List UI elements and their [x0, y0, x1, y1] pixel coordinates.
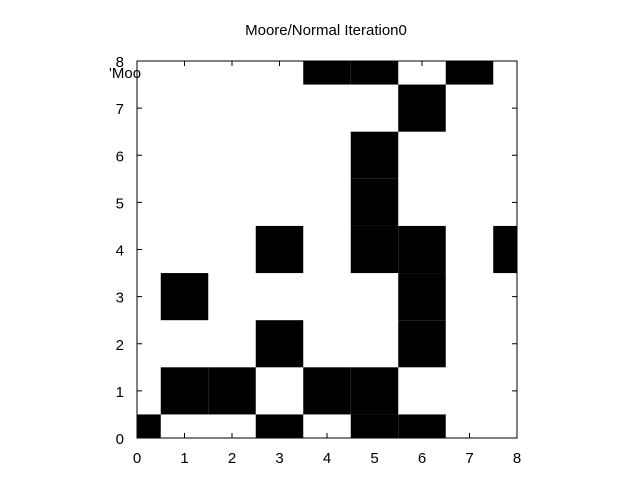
cell-1-1 — [160, 367, 209, 415]
y-tick-label-0: 0 — [116, 431, 124, 448]
cell-4-8 — [303, 61, 351, 85]
x-tick-label-6: 6 — [418, 450, 426, 467]
x-tick-label-7: 7 — [465, 450, 473, 467]
cell-6-4 — [398, 225, 446, 274]
cell-3-0 — [255, 414, 304, 438]
cell-5-8 — [350, 61, 399, 85]
cell-5-4 — [350, 225, 399, 274]
cell-5-1 — [350, 367, 399, 415]
cell-5-6 — [350, 131, 399, 179]
y-tick-label-4: 4 — [116, 243, 124, 260]
y-tick-label-2: 2 — [116, 337, 124, 354]
cell-3-2 — [255, 320, 304, 368]
axis-ticks: 0 1 2 3 4 5 6 7 8 0 1 2 3 4 5 6 7 8 — [116, 54, 522, 467]
x-tick-label-2: 2 — [228, 450, 236, 467]
cell-6-7 — [398, 84, 446, 132]
y-tick-label-6: 6 — [116, 148, 124, 165]
x-tick-label-1: 1 — [180, 450, 188, 467]
cell-8-4 — [493, 225, 517, 274]
cell-6-2 — [398, 320, 446, 368]
chart-title: Moore/Normal Iteration0 — [245, 22, 407, 39]
cells-layer — [137, 61, 517, 438]
cell-6-0 — [398, 414, 446, 438]
x-tick-label-4: 4 — [323, 450, 331, 467]
cell-5-0 — [350, 414, 399, 438]
cell-5-5 — [350, 178, 399, 226]
x-tick-label-3: 3 — [275, 450, 283, 467]
cell-0-0 — [137, 414, 161, 438]
cell-1-3 — [160, 273, 209, 321]
cell-7-8 — [445, 61, 494, 85]
x-tick-label-5: 5 — [370, 450, 378, 467]
y-tick-label-8: 8 — [116, 54, 124, 71]
y-tick-label-3: 3 — [116, 290, 124, 307]
y-tick-label-7: 7 — [116, 101, 124, 118]
cell-4-1 — [303, 367, 351, 415]
y-tick-label-5: 5 — [116, 195, 124, 212]
cell-2-1 — [208, 367, 256, 415]
legend-label: 'Moo — [109, 65, 141, 82]
x-tick-label-8: 8 — [513, 450, 521, 467]
cell-6-3 — [398, 273, 446, 321]
x-tick-label-0: 0 — [133, 450, 141, 467]
y-tick-label-1: 1 — [116, 384, 124, 401]
cell-3-4 — [255, 225, 304, 274]
